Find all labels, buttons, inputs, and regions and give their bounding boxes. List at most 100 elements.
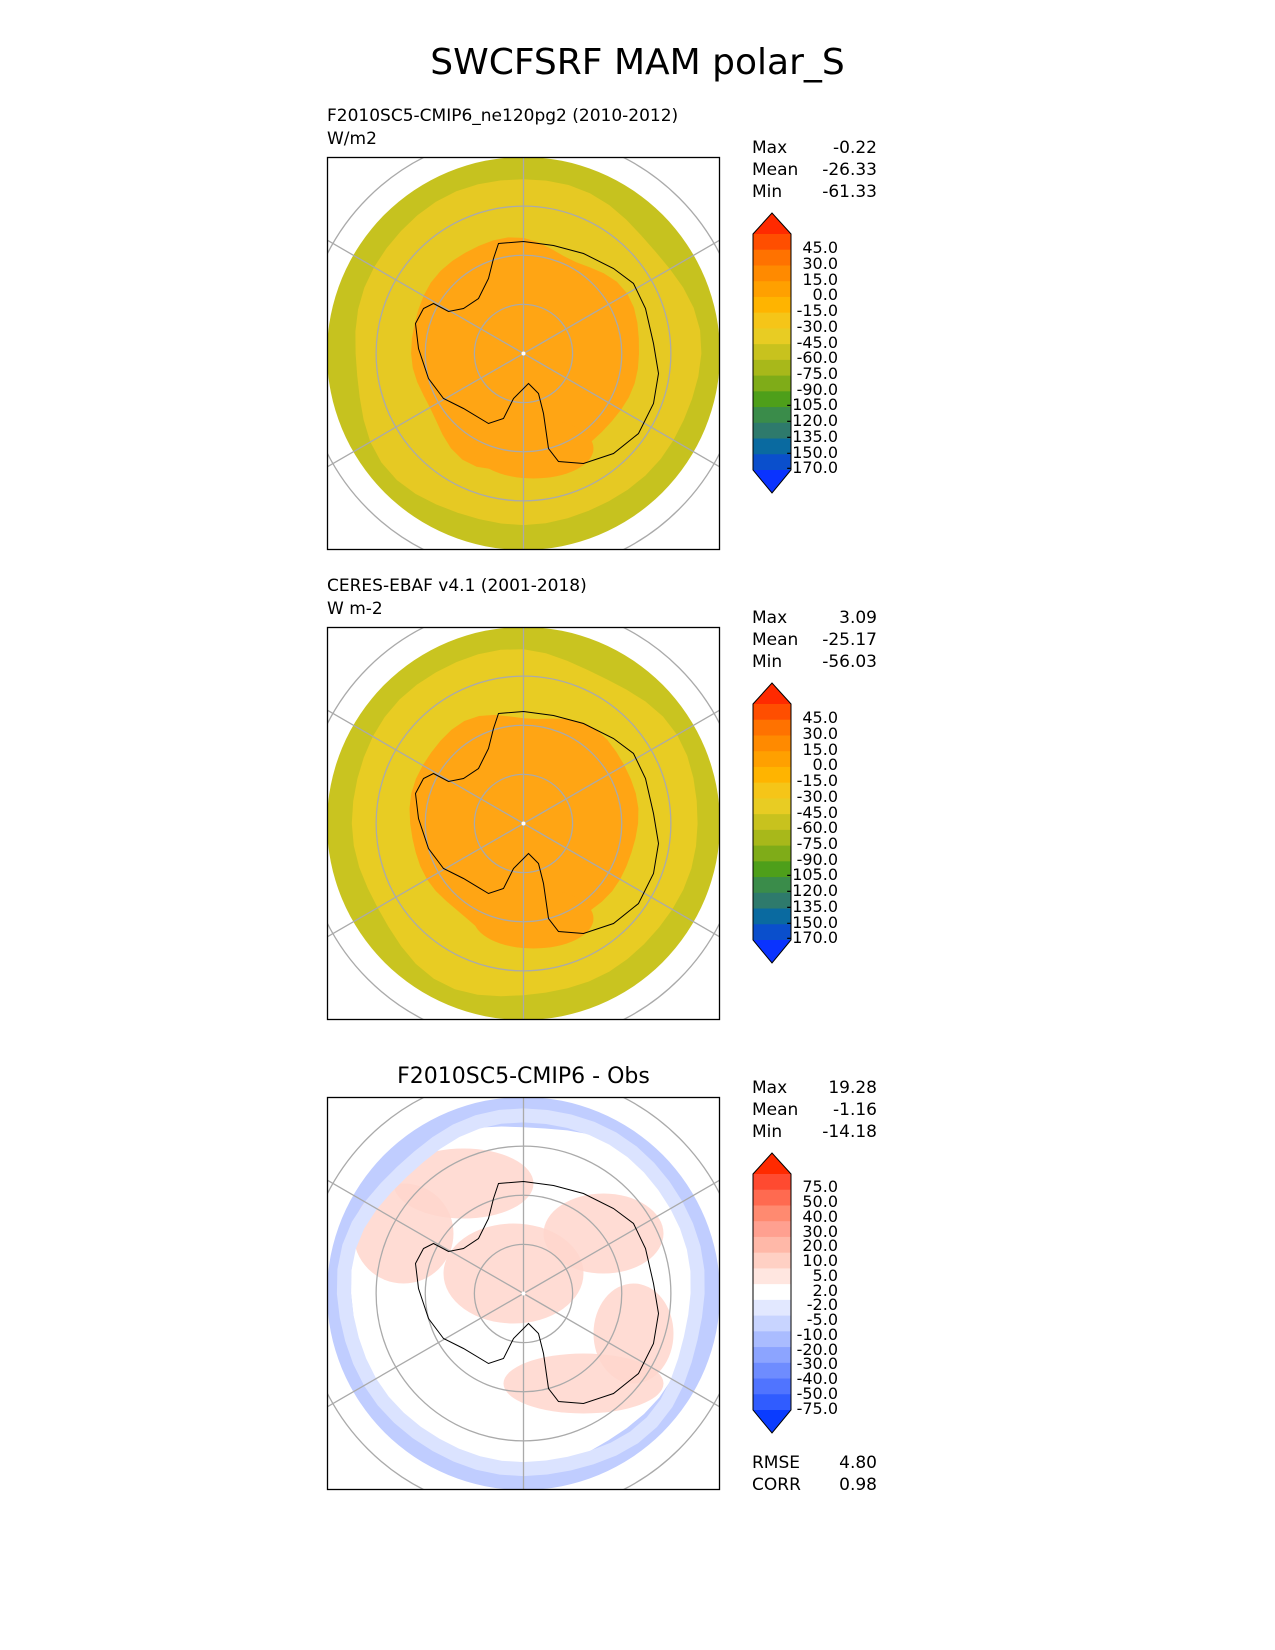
colorbar-segment: [753, 438, 791, 455]
panel-diff-center-title: F2010SC5-CMIP6 - Obs: [397, 1064, 650, 1089]
stat-label: RMSE: [752, 1453, 801, 1473]
panel-diff-positive-patch: [353, 1183, 454, 1284]
colorbar-extend-bottom: [753, 940, 791, 963]
panel-test-coastline: [414, 240, 660, 465]
colorbar-segment: [753, 1315, 791, 1332]
panel-diff-meridian: [327, 1179, 524, 1295]
colorbar-tick-label: -135.0: [786, 426, 838, 446]
colorbar-tick-label: -40.0: [796, 1369, 838, 1389]
stat-value: -26.33: [822, 160, 877, 180]
colorbar-tick-label: 0.0: [812, 285, 838, 305]
colorbar-tick-label: -170.0: [786, 928, 838, 948]
panel-diff-extra-stats: RMSE 4.80 CORR 0.98: [752, 1452, 877, 1496]
colorbar-segment: [753, 814, 791, 831]
panel-test-meridian: [523, 352, 720, 468]
colorbar-segment: [753, 1331, 791, 1348]
panel-diff-meridian: [523, 1179, 720, 1295]
colorbar-segment: [753, 782, 791, 799]
colorbar-segment: [753, 359, 791, 377]
colorbar-outline: [752, 1152, 792, 1434]
stat-label: Max: [752, 1078, 788, 1098]
colorbar-tick-label: -5.0: [806, 1310, 838, 1330]
stat-row: Min -61.33: [752, 181, 877, 203]
panel-reference-title: CERES-EBAF v4.1 (2001-2018) W m-2: [327, 576, 587, 619]
colorbar-tick-label: -90.0: [796, 849, 838, 869]
stat-label: Mean: [752, 160, 799, 180]
stat-label: Min: [752, 652, 783, 672]
colorbar-tick-label: -90.0: [796, 379, 838, 399]
colorbar-tick-label: -30.0: [796, 786, 838, 806]
colorbar-segment: [753, 861, 791, 878]
colorbar-segment: [753, 1284, 791, 1301]
colorbar-segment: [753, 265, 791, 282]
stat-row: Max 3.09: [752, 607, 877, 629]
stat-label: Max: [752, 138, 788, 158]
colorbar-tick-label: 0.0: [812, 755, 838, 775]
panel-test-meridian: [523, 239, 720, 355]
colorbar-segment: [753, 234, 791, 251]
colorbar-extend-top: [753, 1153, 791, 1174]
colorbar-tick-label: -170.0: [786, 458, 838, 478]
stat-label: Min: [752, 182, 783, 202]
panel-diff-colorbar: [752, 1152, 792, 1434]
panel-diff-positive-patch: [443, 1223, 584, 1324]
stat-value: -56.03: [822, 652, 877, 672]
colorbar-segment: [753, 1236, 791, 1254]
colorbar-tick-label: 2.0: [812, 1280, 838, 1300]
stat-value: -25.17: [822, 630, 877, 650]
panel-test-title: F2010SC5-CMIP6_ne120pg2 (2010-2012) W/m2: [327, 106, 679, 149]
panel-diff-stats: Max 19.28 Mean -1.16 Min -14.18: [752, 1077, 877, 1143]
figure-title: SWCFSRF MAM polar_S: [430, 42, 845, 83]
panel-diff-frame: [326, 1096, 721, 1491]
colorbar-segment: [753, 1221, 791, 1238]
panel-test-frame: [326, 156, 721, 551]
panel-diff-meridian: [327, 1292, 524, 1408]
colorbar-segment: [753, 1362, 791, 1380]
stat-label: Min: [752, 1122, 783, 1142]
panel-test-stats: Max -0.22 Mean -26.33 Min -61.33: [752, 137, 877, 203]
panel-diff-map: [326, 1096, 721, 1491]
colorbar-tick-label: -75.0: [796, 834, 838, 854]
stat-row: CORR 0.98: [752, 1474, 877, 1496]
stat-label: Mean: [752, 1100, 799, 1120]
stat-row: Max -0.22: [752, 137, 877, 159]
colorbar-tick-label: -2.0: [806, 1295, 838, 1315]
panel-reference-frame: [326, 626, 721, 1021]
colorbar-tick-label: -20.0: [796, 1339, 838, 1359]
stat-row: Min -56.03: [752, 651, 877, 673]
panel-test-map: [326, 156, 721, 551]
stat-value: -14.18: [822, 1122, 877, 1142]
colorbar-tick-label: -105.0: [786, 395, 838, 415]
panel-reference-stats: Max 3.09 Mean -25.17 Min -56.03: [752, 607, 877, 673]
colorbar-tick-label: -60.0: [796, 818, 838, 838]
stat-row: Mean -25.17: [752, 629, 877, 651]
colorbar-segment: [753, 296, 791, 314]
colorbar-segment: [753, 1268, 791, 1285]
panel-test-meridian: [327, 352, 524, 468]
colorbar-tick-label: -60.0: [796, 348, 838, 368]
colorbar-segment: [753, 1347, 791, 1364]
colorbar-tick-label: 30.0: [802, 723, 838, 743]
panel-reference-colorbar: [752, 682, 792, 964]
stat-row: Mean -1.16: [752, 1099, 877, 1121]
stat-value: -1.16: [833, 1100, 877, 1120]
colorbar-segment: [753, 1205, 791, 1222]
colorbar-segment: [753, 1189, 791, 1206]
stat-row: Max 19.28: [752, 1077, 877, 1099]
colorbar-segment: [753, 719, 791, 736]
colorbar-extend-bottom: [753, 470, 791, 493]
panel-reference-meridian: [327, 709, 524, 825]
colorbar-tick-label: 75.0: [802, 1177, 838, 1197]
colorbar-segment: [753, 1174, 791, 1191]
stat-value: 0.98: [839, 1475, 877, 1495]
panel-reference-meridian: [327, 822, 524, 938]
colorbar-tick-label: -120.0: [786, 881, 838, 901]
colorbar-segment: [753, 829, 791, 847]
stat-value: -61.33: [822, 182, 877, 202]
colorbar-tick-label: -75.0: [796, 364, 838, 384]
panel-test-patch: [473, 418, 594, 479]
panel-diff-pole: [521, 1291, 526, 1296]
panel-diff-negative-band: [336, 1108, 705, 1477]
colorbar-tick-label: -50.0: [796, 1383, 838, 1403]
colorbar-extend-top: [753, 683, 791, 704]
